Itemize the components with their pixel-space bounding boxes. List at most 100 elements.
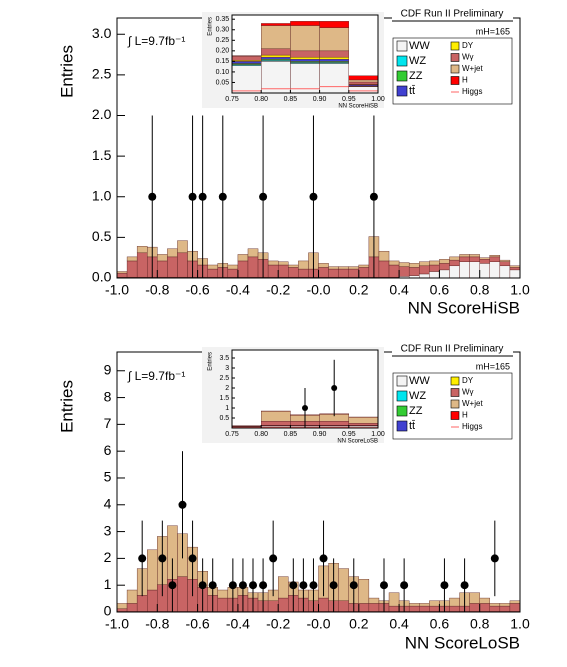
stack-bar <box>509 600 521 604</box>
x-tick-label: 0.6 <box>430 615 450 631</box>
stack-bar <box>489 261 501 279</box>
legend-swatch <box>396 420 408 432</box>
x-axis-label: NN ScoreHiSB <box>408 298 520 317</box>
x-tick-label: -0.6 <box>186 615 210 631</box>
x-tick-label: 0.75 <box>225 431 239 438</box>
stack-bar <box>116 271 128 274</box>
x-tick-label: 0.8 <box>470 281 490 297</box>
legend-label: tt̄ <box>409 85 415 97</box>
stack-bar <box>479 259 490 264</box>
x-tick-label: -0.4 <box>226 281 250 297</box>
stack-bar <box>439 259 450 264</box>
y-tick-label: 0.30 <box>216 27 230 34</box>
stack-bar <box>388 592 400 607</box>
legend-swatch <box>450 376 460 386</box>
data-point <box>349 581 358 590</box>
stack-bar <box>231 55 262 61</box>
y-tick-label: 1 <box>104 576 112 592</box>
stack-bar <box>388 264 400 278</box>
x-tick-label: 0.2 <box>349 281 369 297</box>
data-point <box>309 192 318 201</box>
legend-label: ZZ <box>409 405 423 417</box>
y-tick-label: 4 <box>104 495 112 511</box>
data-point <box>228 581 237 590</box>
x-tick-label: -0.2 <box>266 615 290 631</box>
stack-bar <box>469 256 480 262</box>
stack-bar <box>338 268 349 278</box>
stack-bar <box>479 597 490 604</box>
data-point <box>218 192 227 201</box>
stack-bar <box>237 254 249 262</box>
data-point <box>319 554 328 563</box>
stack-bar <box>147 549 158 591</box>
legend-label: DY <box>462 41 474 50</box>
data-point <box>138 554 147 563</box>
plot-frame <box>231 14 379 94</box>
stack-bar <box>177 576 188 612</box>
y-tick-label: 3.5 <box>219 355 229 362</box>
stack-bar <box>290 59 320 62</box>
stack-bar <box>459 254 470 258</box>
y-tick-label: 0.0 <box>92 269 112 285</box>
stack-bar <box>116 603 128 609</box>
x-tick-label: -0.8 <box>145 281 169 297</box>
stack-bar <box>267 600 279 612</box>
stack-bar <box>278 261 289 266</box>
x-tick-label: 0.4 <box>389 281 409 297</box>
mass-label: mH=165 <box>476 26 510 36</box>
stack-bar <box>348 79 379 83</box>
stack-bar <box>319 59 350 62</box>
y-tick-label: 1.0 <box>92 187 112 203</box>
legend-swatch <box>396 40 408 52</box>
data-point <box>309 581 318 590</box>
stack-bar <box>328 266 339 270</box>
luminosity: ∫ L=9.7fb⁻¹ <box>127 34 185 48</box>
stack-bar <box>419 261 430 267</box>
legend-swatch <box>450 411 460 420</box>
y-tick-label: 0.10 <box>216 69 230 76</box>
stack-bar <box>358 264 370 268</box>
stack-bar <box>237 260 249 278</box>
luminosity: ∫ L=9.7fb⁻¹ <box>127 369 185 383</box>
stack-bar <box>429 271 440 279</box>
legend-label: Higgs <box>462 87 482 96</box>
stack-bar <box>449 259 460 267</box>
stack-bar <box>167 248 178 258</box>
y-tick-label: 1.5 <box>92 147 112 163</box>
legend-swatch <box>450 64 460 74</box>
legend-swatch <box>450 388 460 397</box>
data-point <box>369 192 378 201</box>
x-tick-label: 0.85 <box>284 431 298 438</box>
y-tick-label: 2.5 <box>92 66 112 82</box>
stack-bar <box>126 589 138 604</box>
data-point <box>440 581 449 590</box>
stack-bar <box>449 605 460 612</box>
stack-bar <box>298 268 309 278</box>
data-point <box>198 192 207 201</box>
stack-bar <box>126 603 138 612</box>
stack-bar <box>261 54 291 58</box>
stack-bar <box>449 265 460 279</box>
stack-bar <box>288 267 299 278</box>
x-tick-label: 0.4 <box>389 615 409 631</box>
stack-bar <box>499 259 511 262</box>
stack-bar <box>489 603 501 607</box>
stack-bar <box>419 603 430 607</box>
legend-label: H <box>462 76 468 85</box>
y-tick-label: 0 <box>104 603 112 619</box>
data-point <box>259 192 268 201</box>
stack-bar <box>126 260 138 278</box>
stack-bar <box>469 254 480 258</box>
legend-label: WZ <box>409 55 426 67</box>
stack-bar <box>261 23 291 26</box>
stack-bar <box>318 597 329 612</box>
stack-bar <box>267 260 279 266</box>
stack-bar <box>378 260 390 278</box>
legend-label: DY <box>462 376 474 385</box>
stack-bar <box>290 21 320 26</box>
data-point <box>289 581 298 590</box>
stack-bar <box>348 423 379 426</box>
stack-bar <box>429 264 440 272</box>
stack-bar <box>261 421 291 426</box>
stack-bar <box>348 417 379 424</box>
